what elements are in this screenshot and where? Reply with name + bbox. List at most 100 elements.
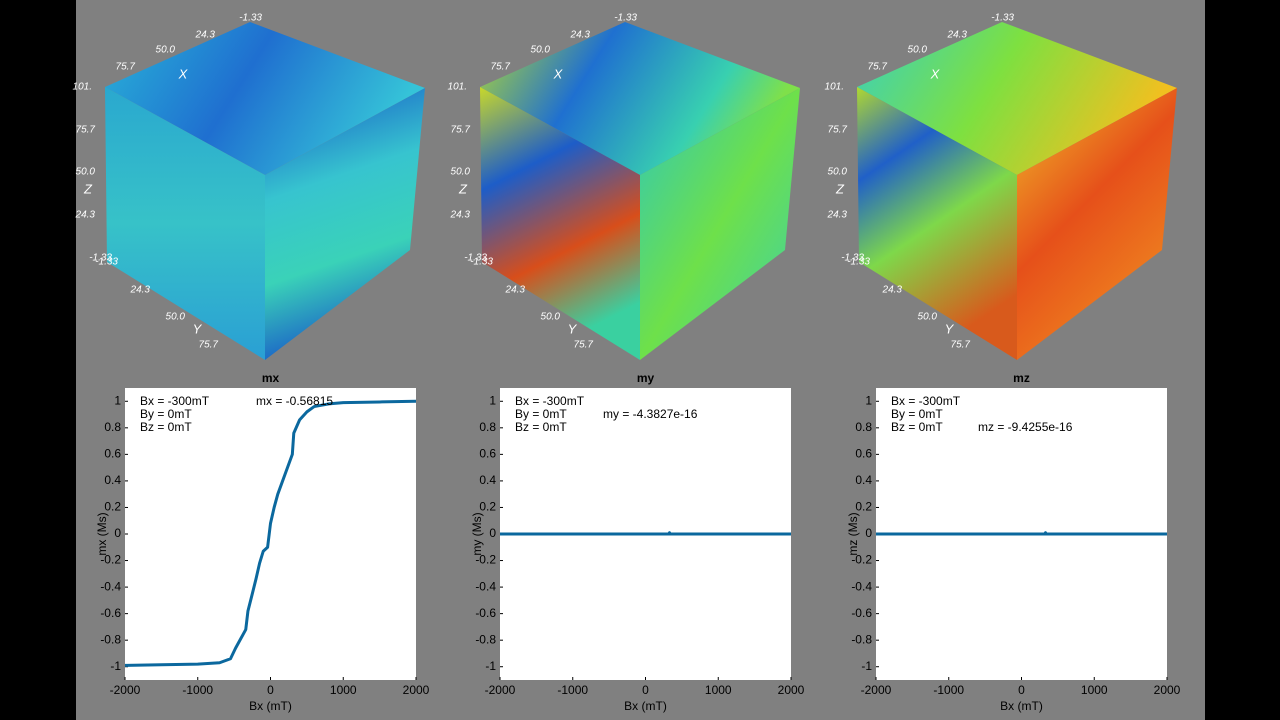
cube-x-tick: 75.7 (868, 62, 888, 73)
y-tick-label: 1 (865, 393, 872, 407)
y-tick-label: -0.6 (100, 606, 121, 620)
cube: -1.3324.350.075.7101.75.750.024.3-1.33-1… (73, 13, 425, 360)
y-tick-label: 0.6 (104, 447, 121, 461)
x-tick-label: 2000 (403, 683, 430, 697)
cube-x-tick: -1.33 (239, 13, 262, 24)
cube-left-face (480, 87, 640, 360)
y-tick-label: -0.8 (851, 632, 872, 646)
data-line (500, 531, 791, 536)
chart-title: mx (262, 371, 280, 385)
cube-y-label: Y (193, 321, 203, 336)
annotation: Bx = -300mT (891, 394, 961, 408)
y-tick-label: 0.2 (855, 500, 872, 514)
y-tick-label: 1 (114, 393, 121, 407)
chart-title: my (637, 371, 655, 385)
y-tick-label: 0.2 (104, 500, 121, 514)
y-tick-label: 0.4 (855, 473, 872, 487)
cube-x-label: X (553, 66, 564, 81)
annotation: By = 0mT (515, 407, 567, 421)
annotation: Bz = 0mT (140, 420, 192, 434)
cube-y-tick: 24.3 (505, 285, 526, 296)
chart: mx -1 -0.8 -0.6 -0.4 -0.2 0 0.2 0.4 0.6 0.8 1 -2000 -… (95, 371, 429, 713)
cube-z-label: Z (83, 181, 93, 196)
cube-y-tick: -1.33 (470, 257, 493, 268)
cube-y-tick: -1.33 (847, 257, 870, 268)
cube-z-tick: 50.0 (76, 167, 96, 178)
y-tick-label: 0 (114, 526, 121, 540)
cube-right-face (1017, 88, 1177, 360)
y-tick-label: -0.2 (851, 553, 872, 567)
cube-x-tick: 101. (825, 82, 844, 93)
cube: -1.3324.350.075.7101.75.750.024.3-1.33-1… (825, 13, 1177, 360)
x-axis-label: Bx (mT) (249, 699, 292, 713)
y-tick-label: -0.2 (475, 553, 496, 567)
cube-z-tick: 24.3 (827, 210, 848, 221)
cube-z-tick: 50.0 (451, 167, 471, 178)
annotation: By = 0mT (140, 407, 192, 421)
cube-y-tick: 24.3 (882, 285, 903, 296)
cube-y-tick: 75.7 (951, 340, 971, 351)
y-tick-label: -0.4 (100, 579, 121, 593)
cube-z-tick: 50.0 (828, 167, 848, 178)
data-line (124, 399, 417, 667)
cube-y-label: Y (568, 321, 578, 336)
cube-z-tick: -1.33 (89, 253, 112, 264)
cube-y-tick: 75.7 (199, 340, 219, 351)
cube-y-tick: 24.3 (130, 285, 151, 296)
cube-z-tick: 24.3 (450, 210, 471, 221)
x-tick-label: 2000 (1154, 683, 1181, 697)
annotation: Bx = -300mT (515, 394, 585, 408)
cube-right-face (640, 88, 800, 360)
x-tick-label: 0 (267, 683, 274, 697)
y-tick-label: -0.4 (851, 579, 872, 593)
y-tick-label: -1 (861, 659, 872, 673)
y-tick-label: 0.8 (479, 420, 496, 434)
cube-x-label: X (930, 66, 941, 81)
cube-x-tick: 75.7 (116, 62, 136, 73)
cube-z-tick: 75.7 (76, 125, 96, 136)
cube-z-label: Z (835, 181, 845, 196)
y-tick-label: 0.8 (104, 420, 121, 434)
x-tick-label: 1000 (330, 683, 357, 697)
cube-x-tick: 24.3 (570, 30, 591, 41)
cube-z-tick: 24.3 (75, 210, 96, 221)
x-tick-label: 2000 (778, 683, 805, 697)
y-tick-label: -0.4 (475, 579, 496, 593)
y-tick-label: 1 (489, 393, 496, 407)
chart: my -1 -0.8 -0.6 -0.4 -0.2 0 0.2 0.4 0.6 0.8 1 -2000 -… (470, 371, 804, 713)
cube-x-tick: 50.0 (156, 45, 176, 56)
y-tick-label: 0 (489, 526, 496, 540)
x-tick-label: 0 (642, 683, 649, 697)
cube-x-tick: 50.0 (908, 45, 928, 56)
cube-y-tick: 50.0 (166, 312, 186, 323)
cube: -1.3324.350.075.7101.75.750.024.3-1.33-1… (448, 13, 800, 360)
y-tick-label: 0.2 (479, 500, 496, 514)
cube-x-tick: 101. (73, 82, 92, 93)
y-tick-label: 0.6 (479, 447, 496, 461)
cube-x-tick: 75.7 (491, 62, 511, 73)
cube-x-tick: -1.33 (991, 13, 1014, 24)
x-tick-label: -2000 (485, 683, 516, 697)
x-tick-label: 0 (1018, 683, 1025, 697)
cube-y-tick: 50.0 (918, 312, 938, 323)
x-tick-label: -1000 (933, 683, 964, 697)
annotation: mz = -9.4255e-16 (978, 420, 1073, 434)
chart: mz -1 -0.8 -0.6 -0.4 -0.2 0 0.2 0.4 0.6 0.8 1 -2000 -… (846, 371, 1180, 713)
x-tick-label: 1000 (705, 683, 732, 697)
x-tick-label: -1000 (182, 683, 213, 697)
cube-left-face (105, 87, 265, 360)
cube-y-tick: 50.0 (541, 312, 561, 323)
x-axis-label: Bx (mT) (624, 699, 667, 713)
annotation: By = 0mT (891, 407, 943, 421)
cube-x-tick: 101. (448, 82, 467, 93)
cube-y-label: Y (945, 321, 955, 336)
cube-z-label: Z (458, 181, 468, 196)
y-tick-label: 0.4 (104, 473, 121, 487)
x-tick-label: -2000 (110, 683, 141, 697)
cube-x-tick: 24.3 (947, 30, 968, 41)
cube-y-tick: -1.33 (95, 257, 118, 268)
charts: mx -1 -0.8 -0.6 -0.4 -0.2 0 0.2 0.4 0.6 0.8 1 -2000 -… (95, 371, 1180, 713)
x-tick-label: 1000 (1081, 683, 1108, 697)
y-tick-label: -0.6 (475, 606, 496, 620)
